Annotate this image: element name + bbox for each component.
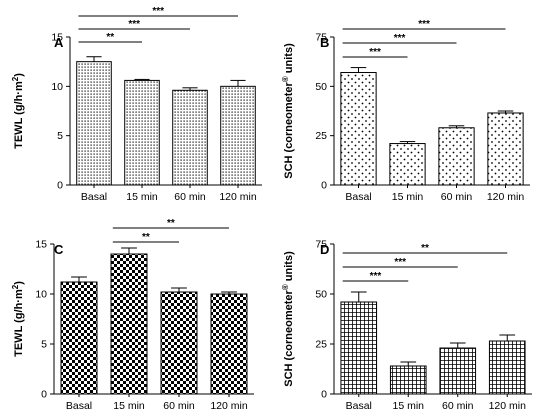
y-tick-label: 50 <box>315 81 327 93</box>
x-tick-label: 15 min <box>392 191 424 203</box>
bar <box>210 293 248 395</box>
significance-label: ** <box>106 32 114 43</box>
panel-b: 0 25 50 75 Basal 15 min 60 min 120 min *** *** ***… <box>281 19 530 203</box>
bar <box>172 89 208 186</box>
y-tick-label: 5 <box>57 130 63 142</box>
y-tick-label: 0 <box>321 389 327 401</box>
y-tick-label: 15 <box>51 32 63 44</box>
y-axis-label-close: units) <box>283 43 295 76</box>
significance-label: *** <box>370 271 382 282</box>
x-tick-label: Basal <box>345 191 371 203</box>
y-tick-label: 25 <box>315 130 327 142</box>
bar <box>439 347 477 395</box>
bar <box>488 340 526 395</box>
y-tick-label: 10 <box>35 289 47 301</box>
bar <box>60 281 98 395</box>
y-axis-label: TEWL (g/h·m2) <box>11 281 26 357</box>
bar <box>76 61 112 186</box>
x-tick-label: 15 min <box>126 191 158 203</box>
bar <box>160 291 198 395</box>
y-tick-label: 5 <box>41 339 47 351</box>
bar <box>340 72 377 186</box>
y-axis-label-text: TEWL (g/h·m <box>13 289 25 357</box>
y-axis-label: TEWL (g/h·m2) <box>11 73 26 149</box>
y-axis-label: SCH (corneometer® units) <box>281 251 296 387</box>
y-axis-label-text: SCH (corneometer <box>283 289 295 386</box>
significance-label: *** <box>128 19 140 30</box>
bar <box>340 301 378 395</box>
y-axis-label-text: TEWL (g/h·m <box>13 81 25 149</box>
x-tick-label: 60 min <box>174 191 206 203</box>
y-axis-label-sup: 2 <box>11 76 20 81</box>
x-tick-label: 120 min <box>210 400 248 412</box>
bar <box>389 143 426 186</box>
significance-label: *** <box>394 33 406 44</box>
bar <box>487 112 524 186</box>
x-tick-label: 120 min <box>487 191 525 203</box>
y-axis-label-sup: ® <box>281 76 290 82</box>
panel-letter: A <box>54 35 64 50</box>
y-tick-label: 75 <box>315 32 327 44</box>
significance-label: *** <box>369 47 381 58</box>
y-axis-label-close: units) <box>283 251 295 284</box>
y-tick-label: 10 <box>51 81 63 93</box>
y-axis-label-close: ) <box>13 73 25 77</box>
significance-label: *** <box>394 257 406 268</box>
y-axis-label-close: ) <box>13 281 25 285</box>
panel-c: 0 5 10 15 Basal 15 min 60 min 120 min ** ** C TEWL … <box>11 218 254 412</box>
x-tick-label: 120 min <box>489 400 527 412</box>
y-tick-label: 75 <box>315 239 327 251</box>
x-tick-label: 60 min <box>163 400 195 412</box>
x-tick-label: Basal <box>346 400 372 412</box>
y-tick-label: 15 <box>35 239 47 251</box>
significance-label: ** <box>421 243 429 254</box>
x-tick-label: 120 min <box>219 191 257 203</box>
y-axis-label-text: SCH (corneometer <box>283 81 295 178</box>
panel-letter: C <box>54 242 64 257</box>
significance-label: ** <box>142 232 150 243</box>
panel-letter: B <box>320 35 329 50</box>
y-tick-label: 0 <box>57 180 63 192</box>
y-tick-label: 50 <box>315 289 327 301</box>
bar <box>389 365 427 395</box>
x-tick-label: Basal <box>81 191 107 203</box>
y-tick-label: 0 <box>41 389 47 401</box>
y-axis-label-sup: ® <box>281 284 290 290</box>
y-tick-label: 25 <box>315 339 327 351</box>
y-axis-label: SCH (corneometer® units) <box>281 43 296 179</box>
x-tick-label: 60 min <box>441 191 473 203</box>
x-tick-label: 15 min <box>392 400 424 412</box>
significance-label: *** <box>152 6 164 17</box>
significance-label: ** <box>167 218 175 229</box>
significance-label: *** <box>418 19 430 30</box>
y-axis-label-sup: 2 <box>11 284 20 289</box>
x-tick-label: 15 min <box>113 400 145 412</box>
bar <box>438 127 475 186</box>
x-tick-label: Basal <box>66 400 92 412</box>
y-tick-label: 0 <box>321 180 327 192</box>
bar <box>124 79 160 186</box>
panel-letter: D <box>320 242 329 257</box>
x-tick-label: 60 min <box>442 400 474 412</box>
bar <box>220 85 256 186</box>
bar <box>110 253 148 395</box>
